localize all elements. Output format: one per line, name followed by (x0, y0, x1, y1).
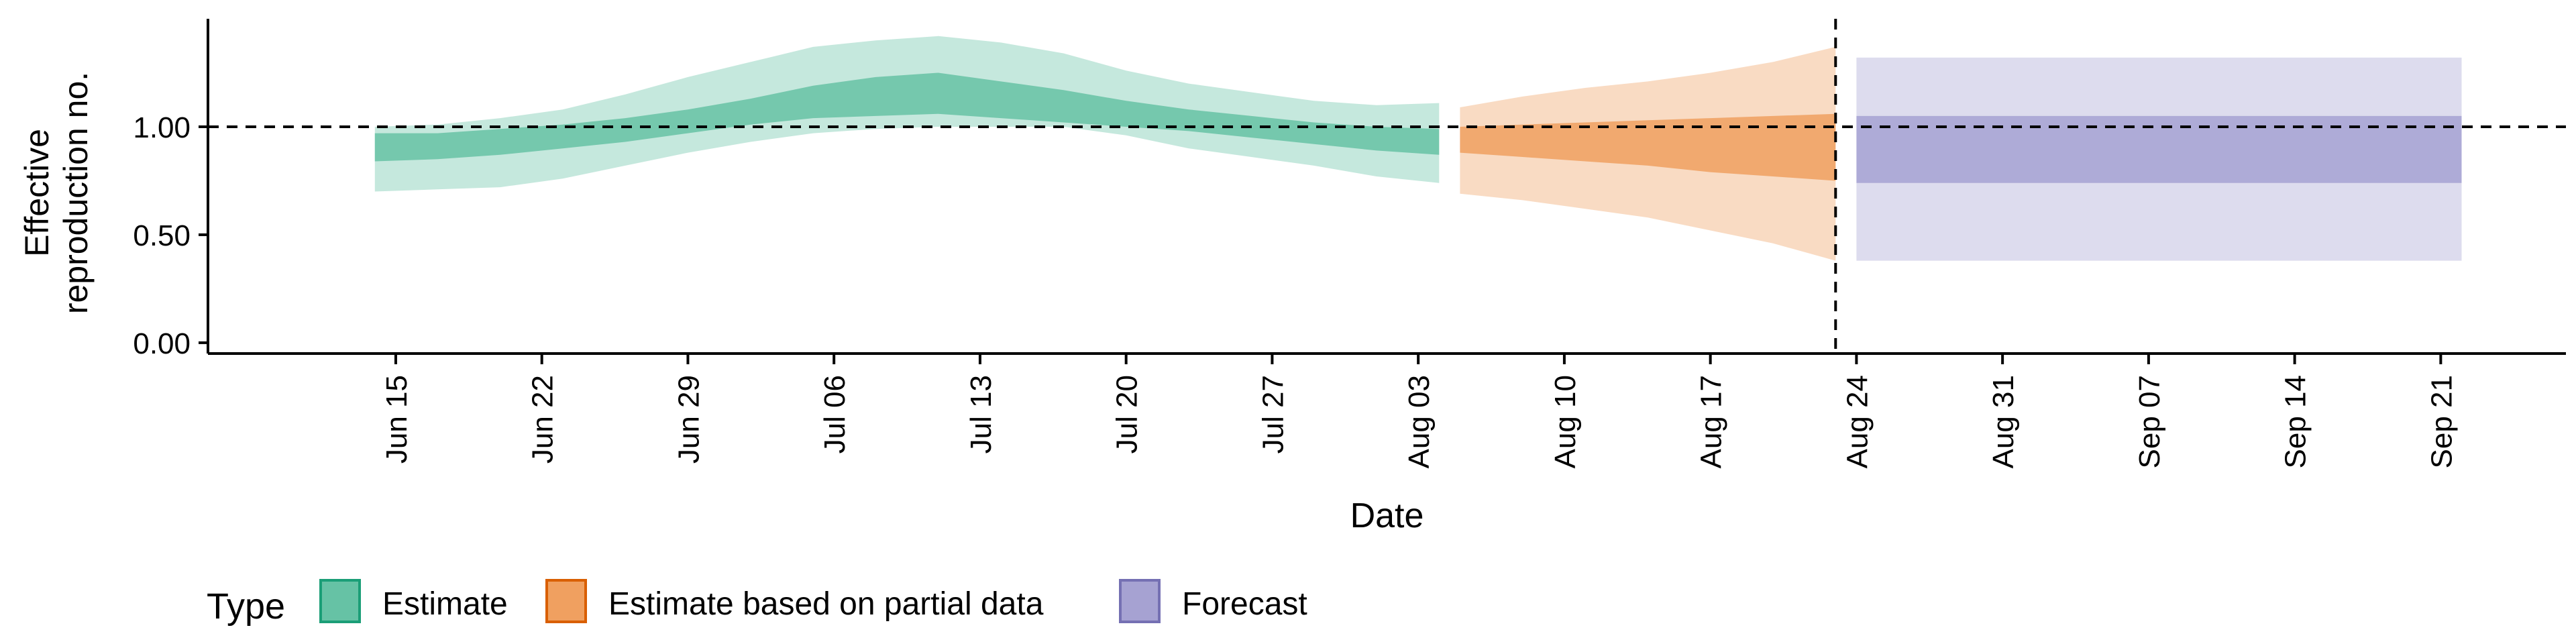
forecast-inner-band (1856, 115, 2462, 183)
x-tick-label: Sep 07 (2133, 375, 2166, 468)
legend: Type Estimate Estimate based on partial d… (207, 579, 1307, 627)
legend-title: Type (207, 586, 285, 627)
x-tick-label: Aug 31 (1987, 375, 2020, 468)
y-tick-label: 1.00 (133, 111, 191, 144)
legend-key-estimate (319, 579, 361, 623)
x-tick-label: Jul 27 (1256, 375, 1289, 453)
bands-layer (374, 36, 2462, 261)
x-tick-label: Jul 06 (818, 375, 851, 453)
legend-item-estimate: Estimate (319, 579, 508, 623)
x-tick-label: Jun 29 (672, 375, 705, 464)
x-tick-label: Sep 21 (2425, 375, 2458, 468)
estimate-based-on-partial-data-inner-band (1460, 113, 1836, 181)
x-tick-label: Aug 10 (1549, 375, 1582, 468)
x-tick-label: Jul 13 (965, 375, 998, 453)
axes (207, 19, 2566, 355)
x-tick-label: Aug 24 (1841, 375, 1874, 468)
legend-key-forecast (1119, 579, 1161, 623)
legend-item-forecast: Forecast (1119, 579, 1307, 623)
ticks: 0.00 0.50 1.00 Jun 15 Jun 22 Jun 29 Jul 06 Jul … (133, 111, 2458, 469)
axis-titles: Effective reproduction no. Date (18, 72, 1424, 535)
x-tick-label: Jun 22 (527, 375, 559, 464)
y-axis-label-line-2: reproduction no. (57, 72, 95, 314)
x-tick-label: Jul 20 (1111, 375, 1144, 453)
x-tick-label: Aug 17 (1695, 375, 1728, 468)
y-axis-label-line-1: Effective (18, 129, 56, 257)
y-tick-label: 0.00 (133, 327, 191, 360)
legend-key-estimate-based-on-partial-data (545, 579, 587, 623)
legend-label: Forecast (1182, 586, 1307, 622)
legend-label: Estimate (382, 586, 508, 622)
x-tick-label: Jun 15 (380, 375, 413, 464)
x-tick-label: Aug 03 (1403, 375, 1436, 468)
x-axis-label: Date (1350, 496, 1424, 535)
x-tick-label: Sep 14 (2279, 375, 2312, 468)
y-tick-label: 0.50 (133, 219, 191, 252)
legend-item-estimate-based-on-partial-data: Estimate based on partial data (545, 579, 1044, 623)
estimate-inner-band (374, 72, 1440, 162)
legend-label: Estimate based on partial data (608, 586, 1044, 622)
